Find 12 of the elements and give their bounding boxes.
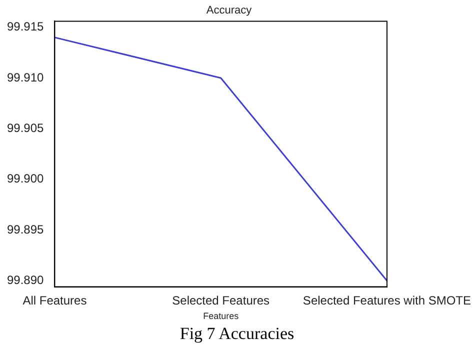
x-axis-title: Features [203, 311, 240, 322]
x-tick-label: Selected Features [172, 293, 270, 308]
y-tick-label: 99.910 [7, 70, 44, 84]
chart-title: Accuracy [206, 4, 252, 17]
y-tick-label: 99.895 [7, 222, 44, 236]
y-tick-label: 99.915 [7, 20, 44, 34]
x-tick-label: All Features [22, 293, 87, 308]
y-tick-label: 99.900 [7, 172, 44, 186]
y-tick-label: 99.905 [7, 120, 44, 135]
y-tick-label: 99.890 [7, 273, 44, 288]
x-tick-label: Selected Features with SMOTE [302, 293, 472, 308]
caption: Fig 7 Accuracies [178, 324, 296, 344]
